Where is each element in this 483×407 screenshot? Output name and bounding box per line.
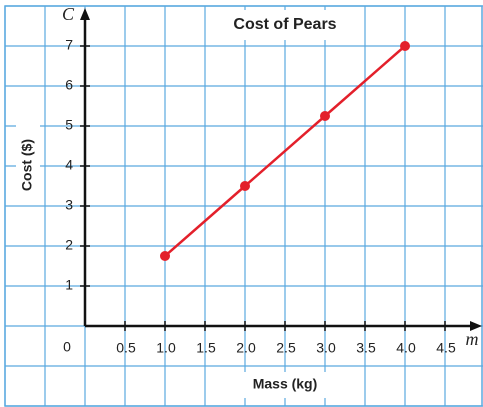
y-tick-label: 6 <box>65 77 73 93</box>
title-bg <box>222 10 348 40</box>
x-tick-label: 2.5 <box>276 340 296 356</box>
x-tick-label: 3.5 <box>356 340 376 356</box>
x-axis-label: Mass (kg) <box>253 376 318 392</box>
y-label-bg <box>16 125 40 205</box>
y-axis-label: Cost ($) <box>19 139 35 191</box>
y-axis-symbol: C <box>62 4 75 24</box>
x-tick-label: 2.0 <box>236 340 256 356</box>
x-label-bg <box>240 372 330 398</box>
origin-label: 0 <box>63 339 71 355</box>
x-tick-label: 1.5 <box>196 340 216 356</box>
grid-border <box>4 5 483 407</box>
x-tick-label: 4.0 <box>396 340 416 356</box>
y-tick-label: 2 <box>65 237 73 253</box>
y-tick-label: 1 <box>65 277 73 293</box>
x-tick-label: 1.0 <box>156 340 176 356</box>
data-point <box>240 181 250 191</box>
y-tick-label: 5 <box>65 117 73 133</box>
data-point <box>160 251 170 261</box>
x-tick-label: 3.0 <box>316 340 336 356</box>
y-axis-arrow <box>80 8 90 20</box>
data-point <box>320 111 330 121</box>
x-tick-label: 0.5 <box>116 340 136 356</box>
y-tick-label: 7 <box>65 37 73 53</box>
chart-title: Cost of Pears <box>233 16 336 33</box>
y-tick-label: 3 <box>65 197 73 213</box>
y-tick-label: 4 <box>65 157 73 173</box>
data-point <box>400 41 410 51</box>
x-axis-arrow <box>470 321 482 331</box>
x-axis-symbol: m <box>466 329 479 349</box>
data-line <box>164 45 406 257</box>
x-tick-label: 4.5 <box>436 340 456 356</box>
